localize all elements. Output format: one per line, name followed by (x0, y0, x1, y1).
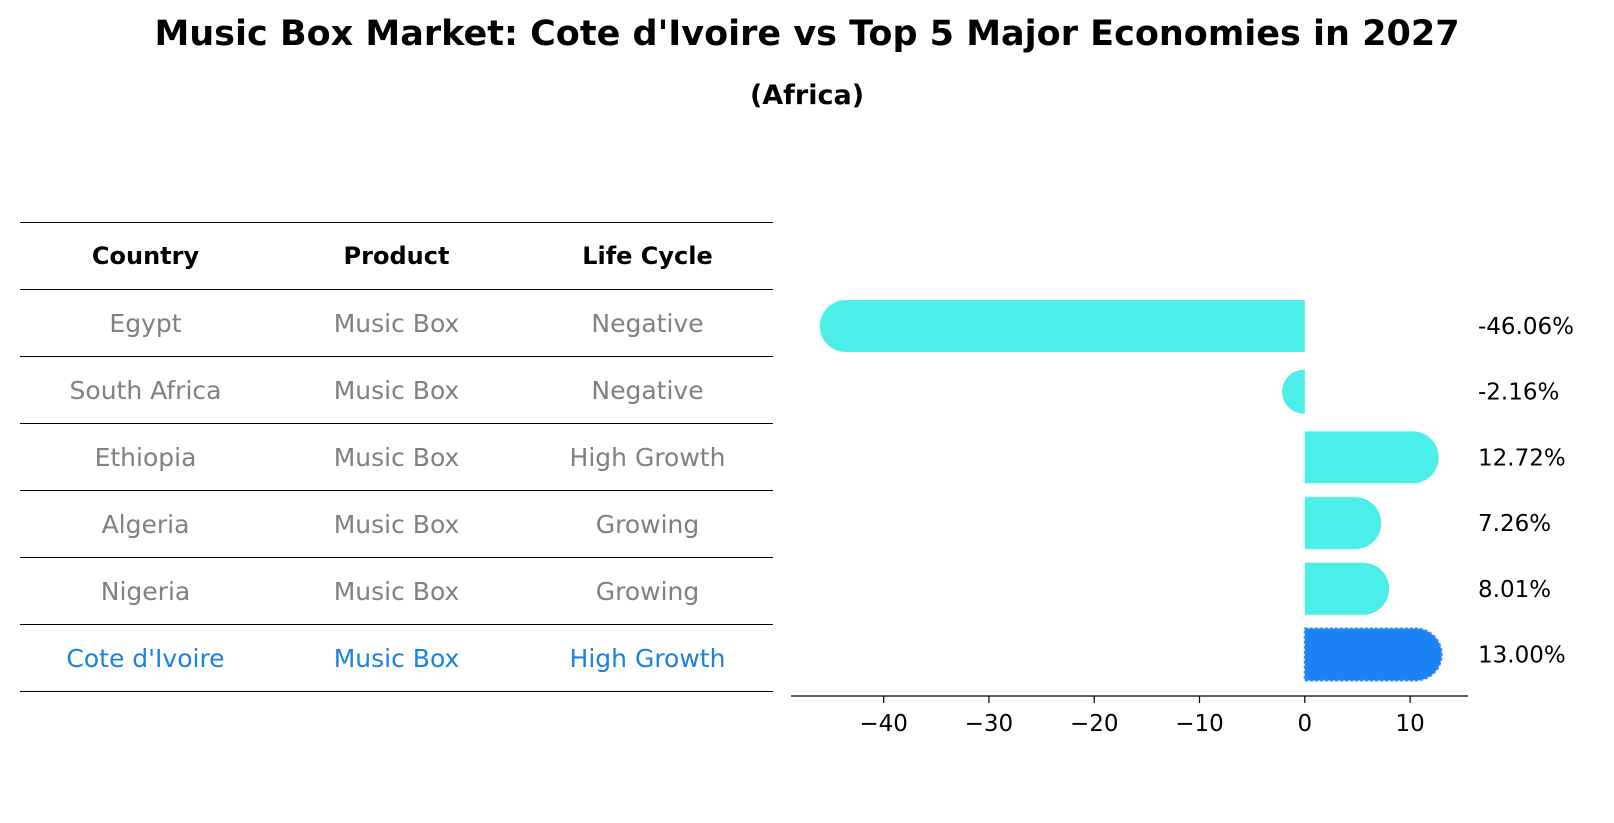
data-label: 12.72% (1478, 445, 1566, 471)
cell-product: Music Box (333, 308, 460, 338)
table-row: Ethiopia Music Box High Growth (20, 423, 773, 490)
header-country: Country (91, 242, 200, 270)
header-life-cycle: Life Cycle (582, 242, 713, 270)
data-label: 13.00% (1478, 643, 1566, 669)
table-row: Egypt Music Box Negative (20, 289, 773, 356)
cell-product: Music Box (333, 576, 460, 606)
x-tick-label: −30 (965, 711, 1014, 737)
data-label: 8.01% (1478, 577, 1551, 603)
table-row: Nigeria Music Box Growing (20, 557, 773, 624)
cell-product: Music Box (333, 442, 460, 472)
cell-product: Music Box (333, 509, 460, 539)
cell-life-cycle: Growing (595, 576, 700, 606)
x-tick-label: −40 (859, 711, 908, 737)
data-label: 7.26% (1478, 511, 1551, 537)
bar-egypt (819, 300, 1305, 352)
cell-life-cycle: High Growth (569, 643, 726, 673)
cell-country: Algeria (101, 509, 190, 539)
cell-life-cycle: Growing (595, 509, 700, 539)
data-label: -2.16% (1478, 380, 1559, 406)
chart-title: Music Box Market: Cote d'Ivoire vs Top 5… (154, 14, 1460, 54)
table-header-row: Country Product Life Cycle (20, 222, 773, 289)
x-tick-label: −20 (1070, 711, 1119, 737)
data-label: -46.06% (1478, 314, 1574, 340)
chart-subtitle: (Africa) (749, 80, 865, 111)
cell-country: Egypt (109, 308, 182, 338)
x-tick-label: 0 (1297, 711, 1312, 737)
cell-product: Music Box (333, 643, 460, 673)
table-row-highlight: Cote d'Ivoire Music Box High Growth (20, 624, 773, 692)
cell-country: Ethiopia (94, 442, 197, 472)
x-tick-label: −10 (1175, 711, 1224, 737)
bar-algeria (1304, 497, 1382, 550)
cell-country: Nigeria (100, 576, 191, 606)
cell-country: Cote d'Ivoire (66, 643, 225, 673)
header-product: Product (343, 242, 450, 270)
cell-life-cycle: Negative (591, 308, 704, 338)
bar-ethiopia (1304, 431, 1439, 484)
table-row: Algeria Music Box Growing (20, 490, 773, 557)
cell-life-cycle: High Growth (569, 442, 726, 472)
x-tick-label: 10 (1395, 711, 1424, 737)
bar-cote-d-ivoire (1303, 627, 1443, 682)
bar-south-africa (1282, 369, 1305, 414)
cell-country: South Africa (69, 375, 222, 405)
table-row: South Africa Music Box Negative (20, 356, 773, 423)
cell-life-cycle: Negative (591, 375, 704, 405)
cell-product: Music Box (333, 375, 460, 405)
comparison-table: Country Product Life Cycle Egypt Music B… (20, 222, 773, 692)
bar-nigeria (1304, 562, 1390, 615)
